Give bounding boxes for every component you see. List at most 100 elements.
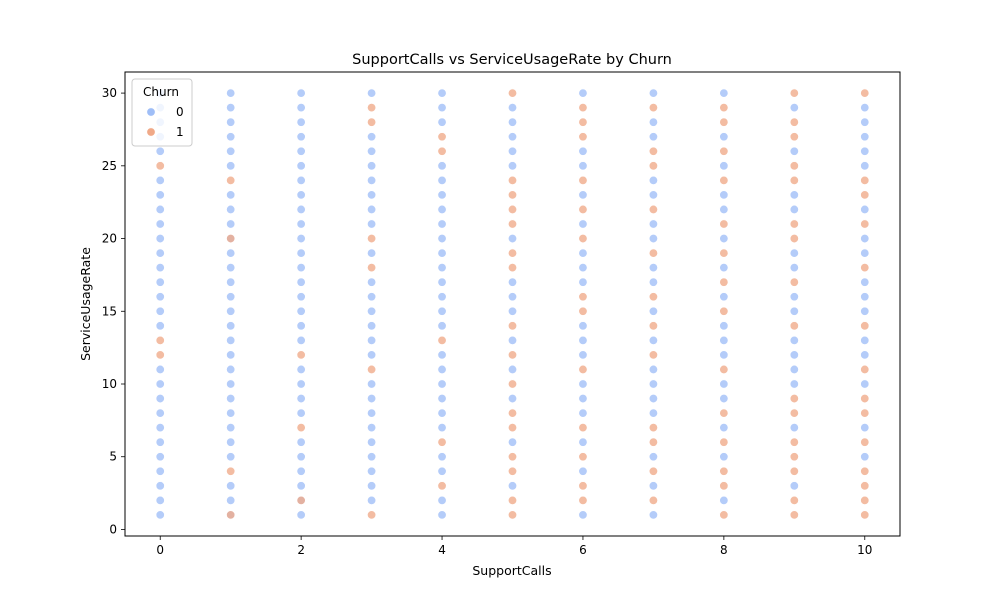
point-series-0 <box>648 88 658 98</box>
point-series-0 <box>155 190 165 200</box>
point-series-0 <box>155 248 165 258</box>
point-series-0 <box>648 510 658 520</box>
point-series-0 <box>719 292 729 302</box>
point-series-0 <box>507 481 517 491</box>
point-series-1 <box>860 408 870 418</box>
legend-label-1: 1 <box>176 125 184 139</box>
point-series-1 <box>437 335 447 345</box>
point-series-0 <box>226 452 236 462</box>
point-series-0 <box>296 394 306 404</box>
point-series-0 <box>437 263 447 273</box>
point-series-0 <box>437 292 447 302</box>
point-series-0 <box>155 234 165 244</box>
point-series-1 <box>507 495 517 505</box>
point-series-0 <box>578 408 588 418</box>
point-series-0 <box>367 466 377 476</box>
point-series-0 <box>437 321 447 331</box>
point-series-0 <box>226 495 236 505</box>
point-series-0 <box>296 219 306 229</box>
point-series-1 <box>155 161 165 171</box>
point-series-0 <box>578 350 588 360</box>
point-series-0 <box>648 234 658 244</box>
point-series-0 <box>155 292 165 302</box>
point-series-0 <box>719 190 729 200</box>
point-series-0 <box>437 161 447 171</box>
point-series-0 <box>719 495 729 505</box>
point-series-0 <box>296 190 306 200</box>
point-series-0 <box>155 306 165 316</box>
point-series-0 <box>226 306 236 316</box>
point-series-0 <box>719 394 729 404</box>
point-series-1 <box>789 452 799 462</box>
point-series-0 <box>367 350 377 360</box>
point-series-0 <box>860 423 870 433</box>
point-series-0 <box>789 306 799 316</box>
point-series-0 <box>367 379 377 389</box>
point-series-1 <box>719 481 729 491</box>
point-series-1 <box>367 103 377 113</box>
point-series-1 <box>578 452 588 462</box>
point-series-0 <box>789 335 799 345</box>
point-series-0 <box>578 437 588 447</box>
point-series-0 <box>648 263 658 273</box>
point-series-0 <box>437 423 447 433</box>
point-series-0 <box>367 277 377 287</box>
point-series-0 <box>296 204 306 214</box>
point-series-0 <box>367 88 377 98</box>
point-series-0 <box>578 146 588 156</box>
point-series-0 <box>226 88 236 98</box>
point-series-0 <box>507 234 517 244</box>
point-series-0 <box>226 103 236 113</box>
point-series-1 <box>578 423 588 433</box>
point-series-0 <box>296 132 306 142</box>
point-series-0 <box>578 161 588 171</box>
point-series-0 <box>578 277 588 287</box>
point-series-0 <box>648 219 658 229</box>
point-series-0 <box>507 364 517 374</box>
point-series-0 <box>367 161 377 171</box>
point-series-0 <box>367 190 377 200</box>
point-series-0 <box>296 466 306 476</box>
point-series-1 <box>789 117 799 127</box>
point-series-1 <box>507 452 517 462</box>
point-series-1 <box>578 204 588 214</box>
x-tick-label: 0 <box>156 543 164 557</box>
point-series-1 <box>789 88 799 98</box>
point-series-0 <box>789 379 799 389</box>
point-series-0 <box>226 481 236 491</box>
point-series-0 <box>719 321 729 331</box>
y-tick-label: 0 <box>109 522 117 536</box>
point-series-0 <box>507 277 517 287</box>
point-series-0 <box>367 132 377 142</box>
point-series-0 <box>296 408 306 418</box>
y-axis-label: ServiceUsageRate <box>78 247 93 361</box>
point-series-0 <box>367 437 377 447</box>
point-series-0 <box>226 350 236 360</box>
point-series-0 <box>437 175 447 185</box>
point-series-0 <box>367 321 377 331</box>
point-series-1 <box>789 234 799 244</box>
point-series-0 <box>226 277 236 287</box>
point-series-0 <box>719 350 729 360</box>
point-series-0 <box>296 364 306 374</box>
data-points <box>155 88 870 520</box>
point-series-1 <box>578 234 588 244</box>
point-series-0 <box>507 437 517 447</box>
point-series-1 <box>578 306 588 316</box>
point-series-1 <box>226 175 236 185</box>
point-series-0 <box>578 510 588 520</box>
point-series-0 <box>860 132 870 142</box>
point-series-0 <box>648 481 658 491</box>
point-series-0 <box>226 117 236 127</box>
point-series-0 <box>860 117 870 127</box>
point-series-1 <box>578 495 588 505</box>
point-series-0 <box>578 190 588 200</box>
point-series-0 <box>578 335 588 345</box>
legend-box <box>131 78 193 147</box>
point-series-0 <box>507 161 517 171</box>
point-series-0 <box>437 408 447 418</box>
point-series-0 <box>155 263 165 273</box>
y-tick-label: 5 <box>109 450 117 464</box>
point-series-0 <box>296 234 306 244</box>
point-series-1 <box>648 466 658 476</box>
